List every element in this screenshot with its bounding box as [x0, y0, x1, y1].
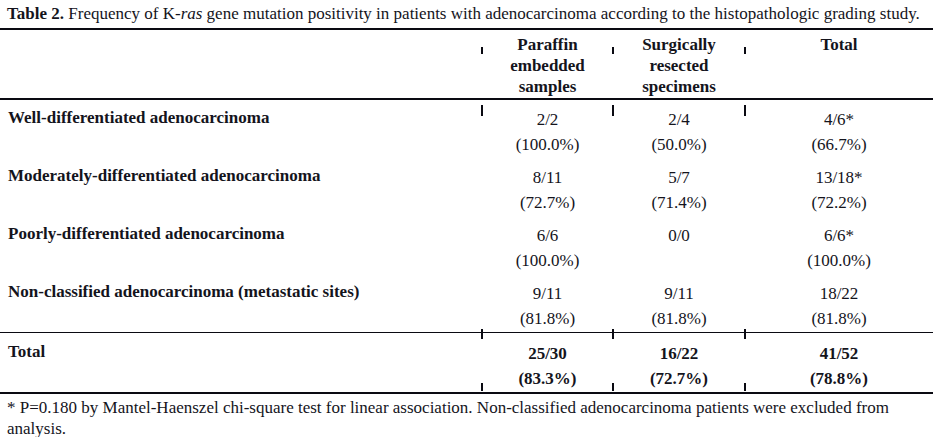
cell-percent: (72.7%): [483, 190, 612, 215]
table-row-well-differentiated: Well-differentiated adenocarcinoma 2/2 (…: [0, 99, 933, 158]
cell-percent: (71.4%): [614, 190, 744, 215]
cell-total: 4/6* (66.7%): [745, 99, 933, 158]
cell-value: 8/11: [483, 165, 612, 190]
cell-value: 18/22: [746, 281, 932, 306]
column-rule-stub: [612, 383, 614, 391]
row-label: Non-classified adenocarcinoma (metastati…: [0, 274, 482, 333]
column-rule-stub: [481, 105, 483, 116]
cell-value: 6/6*: [746, 223, 932, 248]
cell-total: 6/6* (100.0%): [745, 216, 933, 274]
cell-total: 41/52 (78.8%): [745, 333, 933, 394]
table-header-row: Paraffin embedded samples Surgically res…: [0, 29, 933, 99]
paper-table-page: Table 2. Frequency of K-ras gene mutatio…: [0, 0, 933, 437]
cell-total: 18/22 (81.8%): [745, 274, 933, 333]
cell-percent: (100.0%): [483, 248, 612, 273]
cell-percent: (72.2%): [746, 190, 932, 215]
cell-value: 41/52: [746, 341, 932, 366]
cell-value: 9/11: [483, 281, 612, 306]
header-empty-cell: [0, 29, 482, 99]
column-rule-stub: [612, 329, 614, 339]
cell-percent: (72.7%): [614, 366, 744, 391]
cell-paraffin: 9/11 (81.8%): [482, 274, 613, 333]
cell-total: 13/18* (72.2%): [745, 158, 933, 216]
cell-value: 0/0: [614, 223, 744, 248]
cell-percent: (81.8%): [746, 306, 932, 331]
header-surgical: Surgically resected specimens: [613, 29, 745, 99]
column-rule-stub: [744, 383, 746, 391]
cell-surgical: 16/22 (72.7%): [613, 333, 745, 394]
table-row-non-classified: Non-classified adenocarcinoma (metastati…: [0, 274, 933, 333]
column-rule-stub: [612, 47, 614, 54]
cell-percent: (81.8%): [614, 306, 744, 331]
cell-surgical: 2/4 (50.0%): [613, 99, 745, 158]
column-rule-stub: [744, 329, 746, 339]
header-paraffin: Paraffin embedded samples: [482, 29, 613, 99]
cell-percent: (81.8%): [483, 306, 612, 331]
table-row-total: Total 25/30 (83.3%) 16/22 (72.7%) 41/52 …: [0, 333, 933, 394]
cell-value: 9/11: [614, 281, 744, 306]
cell-value: 4/6*: [746, 107, 932, 132]
table-row-poorly-differentiated: Poorly-differentiated adenocarcinoma 6/6…: [0, 216, 933, 274]
cell-value: 16/22: [614, 341, 744, 366]
column-rule-stub: [481, 383, 483, 391]
column-rule-stub: [481, 47, 483, 54]
cell-percent: (78.8%): [746, 366, 932, 391]
cell-value: 6/6: [483, 223, 612, 248]
cell-paraffin: 6/6 (100.0%): [482, 216, 613, 274]
cell-percent: (100.0%): [746, 248, 932, 273]
cell-paraffin: 2/2 (100.0%): [482, 99, 613, 158]
column-rule-stub: [612, 105, 614, 116]
cell-percent: (83.3%): [483, 366, 612, 391]
cell-percent: (66.7%): [746, 132, 932, 157]
kras-frequency-table: Paraffin embedded samples Surgically res…: [0, 28, 933, 394]
cell-surgical: 5/7 (71.4%): [613, 158, 745, 216]
table-caption-text-post: gene mutation positivity in patients wit…: [202, 4, 919, 23]
row-label: Poorly-differentiated adenocarcinoma: [0, 216, 482, 274]
column-rule-stub: [744, 105, 746, 116]
table-caption-text-pre: Frequency of K-: [64, 4, 181, 23]
row-label: Total: [0, 333, 482, 394]
cell-value: 25/30: [483, 341, 612, 366]
cell-surgical: 9/11 (81.8%): [613, 274, 745, 333]
cell-percent: (50.0%): [614, 132, 744, 157]
cell-surgical: 0/0: [613, 216, 745, 274]
cell-value: 13/18*: [746, 165, 932, 190]
cell-paraffin: 25/30 (83.3%): [482, 333, 613, 394]
cell-value: 5/7: [614, 165, 744, 190]
table-footnote: * P=0.180 by Mantel-Haenszel chi-square …: [0, 394, 933, 437]
table-caption-gene-italic: ras: [181, 4, 203, 23]
row-label: Well-differentiated adenocarcinoma: [0, 99, 482, 158]
column-rule-stub: [744, 47, 746, 54]
header-total: Total: [745, 29, 933, 99]
cell-value: 2/2: [483, 107, 612, 132]
table-caption: Table 2. Frequency of K-ras gene mutatio…: [0, 0, 933, 24]
row-label: Moderately-differentiated adenocarcinoma: [0, 158, 482, 216]
table-row-moderately-differentiated: Moderately-differentiated adenocarcinoma…: [0, 158, 933, 216]
column-rule-stub: [481, 329, 483, 339]
cell-percent: (100.0%): [483, 132, 612, 157]
table-caption-label: Table 2.: [7, 4, 64, 23]
cell-paraffin: 8/11 (72.7%): [482, 158, 613, 216]
cell-value: 2/4: [614, 107, 744, 132]
